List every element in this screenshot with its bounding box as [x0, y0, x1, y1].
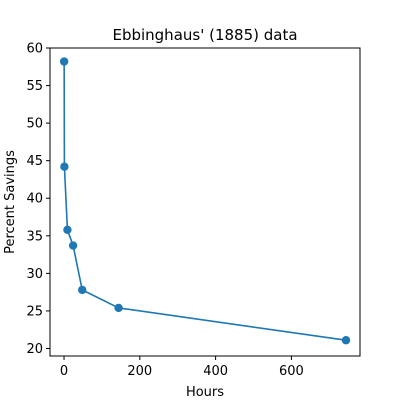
data-point — [78, 285, 87, 295]
y-tick-label: 20 — [26, 342, 43, 357]
x-tick-label: 400 — [203, 364, 228, 379]
y-tick-label: 45 — [26, 154, 43, 169]
data-point — [60, 162, 69, 171]
y-tick-label: 50 — [26, 117, 43, 132]
plot-area — [59, 57, 351, 345]
y-axis-label: Percent Savings — [3, 150, 18, 254]
chart-title: Ebbinghaus' (1885) data — [112, 26, 297, 44]
data-point — [63, 225, 72, 234]
x-tick-label: 600 — [279, 364, 304, 379]
data-point — [59, 57, 69, 66]
y-tick-label: 35 — [26, 229, 43, 244]
x-axis: 0 200 400 600 — [60, 356, 304, 379]
plot-frame — [49, 47, 361, 357]
y-tick-label: 60 — [26, 42, 43, 57]
y-axis: 20 25 30 35 40 45 50 55 60 — [26, 42, 50, 357]
x-axis-label: Hours — [186, 385, 224, 400]
data-point — [68, 241, 78, 250]
y-tick-label: 40 — [26, 192, 43, 207]
data-point — [341, 336, 351, 345]
y-tick-label: 55 — [26, 79, 43, 94]
data-point — [114, 303, 123, 313]
series-line — [63, 61, 347, 342]
y-tick-label: 25 — [26, 304, 43, 319]
x-tick-label: 200 — [127, 364, 152, 379]
y-tick-label: 30 — [26, 267, 43, 282]
x-tick-label: 0 — [60, 364, 68, 379]
